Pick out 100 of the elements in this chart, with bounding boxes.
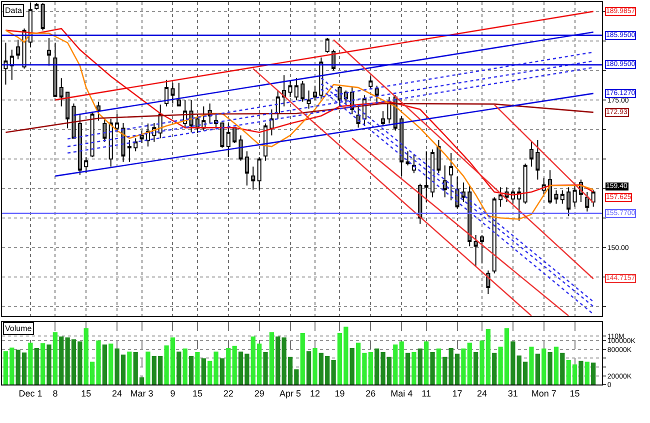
bar bbox=[412, 352, 416, 385]
bar bbox=[102, 344, 107, 385]
candlestick bbox=[232, 127, 237, 144]
candlestick bbox=[517, 186, 522, 222]
x-tick-label: 31 bbox=[508, 388, 518, 399]
x-tick-label: 15 bbox=[570, 388, 580, 399]
x-tick-label: 24 bbox=[112, 388, 122, 399]
candlestick bbox=[127, 140, 132, 162]
bar bbox=[442, 356, 448, 385]
bar bbox=[195, 352, 200, 385]
candlestick bbox=[474, 234, 478, 266]
candlestick bbox=[115, 113, 120, 133]
candlestick bbox=[572, 184, 577, 208]
candlestick bbox=[523, 163, 528, 204]
x-tick-label: 24 bbox=[476, 388, 488, 399]
candlestick bbox=[424, 150, 428, 203]
candlestick bbox=[276, 90, 280, 120]
x-tick-label: 17 bbox=[452, 388, 462, 399]
bar bbox=[226, 348, 231, 385]
x-tick-label: Mai 4 bbox=[390, 388, 413, 399]
candlestick bbox=[176, 82, 181, 107]
bar bbox=[182, 348, 188, 385]
candlestick bbox=[529, 141, 534, 168]
bar bbox=[108, 344, 114, 385]
bar bbox=[300, 333, 305, 385]
bar bbox=[40, 343, 46, 385]
candlestick bbox=[412, 154, 416, 174]
x-tick-label: Mar 3 bbox=[130, 388, 154, 399]
bar bbox=[418, 348, 422, 385]
candlestick bbox=[251, 166, 256, 190]
bar bbox=[430, 352, 435, 385]
x-tick-label: 8 bbox=[52, 388, 58, 399]
x-tick-label: 12 bbox=[310, 388, 320, 399]
bar bbox=[548, 352, 552, 385]
bar bbox=[306, 351, 312, 385]
candlestick bbox=[270, 108, 274, 136]
candlestick bbox=[16, 39, 20, 60]
candlestick bbox=[164, 79, 169, 107]
candlestick bbox=[548, 170, 552, 204]
candlestick bbox=[78, 114, 82, 176]
candlestick bbox=[498, 186, 503, 208]
bar bbox=[59, 336, 64, 385]
candlestick bbox=[486, 270, 490, 295]
bar bbox=[578, 360, 584, 385]
bar bbox=[393, 344, 398, 385]
bar bbox=[188, 356, 194, 385]
bar bbox=[34, 348, 39, 385]
candlestick bbox=[381, 110, 386, 126]
candlestick bbox=[59, 78, 64, 107]
candlestick bbox=[585, 191, 590, 212]
bar bbox=[554, 346, 559, 385]
x-tick-label: 11 bbox=[422, 388, 431, 399]
x-tick-label: 19 bbox=[334, 388, 345, 399]
candlestick bbox=[102, 118, 107, 142]
candlestick bbox=[480, 234, 484, 264]
candlestick bbox=[436, 140, 441, 174]
x-tick-label: 22 bbox=[223, 388, 234, 399]
x-tick-label: Dec 1 bbox=[18, 388, 42, 399]
bar bbox=[473, 352, 478, 385]
text: Data bbox=[5, 6, 22, 15]
bar bbox=[542, 348, 546, 385]
bar bbox=[560, 352, 565, 385]
candlestick bbox=[566, 186, 571, 217]
candlestick bbox=[536, 140, 540, 180]
candlestick bbox=[560, 190, 564, 204]
candlestick bbox=[442, 164, 447, 198]
x-tick-label: Apr 5 bbox=[279, 388, 302, 399]
bar bbox=[220, 358, 225, 385]
candlestick bbox=[449, 152, 454, 201]
bar bbox=[269, 332, 274, 385]
bar bbox=[350, 348, 354, 385]
candlestick bbox=[4, 42, 8, 86]
bar bbox=[529, 346, 534, 385]
bar bbox=[146, 352, 150, 385]
bar bbox=[591, 362, 596, 385]
candlestick bbox=[72, 102, 76, 139]
candlestick bbox=[244, 150, 249, 186]
candlestick bbox=[368, 76, 373, 90]
candlestick bbox=[134, 138, 138, 152]
bar bbox=[399, 341, 404, 385]
bar bbox=[232, 346, 237, 385]
candlestick bbox=[226, 123, 230, 158]
candlestick bbox=[294, 78, 298, 100]
bar bbox=[535, 354, 540, 385]
line-series bbox=[5, 102, 594, 134]
bar bbox=[46, 344, 52, 385]
candlestick bbox=[66, 92, 70, 129]
candlestick bbox=[306, 90, 311, 110]
candlestick bbox=[591, 190, 596, 208]
candlestick bbox=[325, 37, 330, 54]
candlestick bbox=[84, 156, 88, 174]
candlestick bbox=[220, 122, 224, 148]
bar bbox=[176, 352, 182, 385]
candlestick bbox=[338, 85, 342, 107]
bar bbox=[28, 342, 33, 385]
candlestick bbox=[46, 37, 52, 66]
candlestick bbox=[257, 156, 262, 190]
x-tick-label: 26 bbox=[366, 388, 376, 399]
bar bbox=[492, 352, 497, 385]
bar bbox=[127, 352, 132, 385]
